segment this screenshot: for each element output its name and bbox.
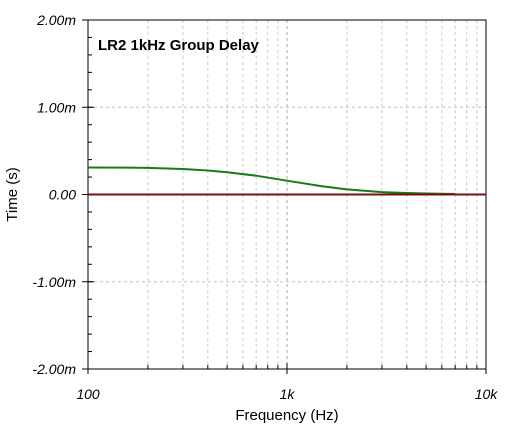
y-tick-label: 0.00 — [49, 187, 76, 203]
x-tick-label: 100 — [76, 386, 100, 402]
x-axis-title: Frequency (Hz) — [235, 407, 338, 424]
x-tick-label: 1k — [280, 386, 296, 402]
series-line — [87, 166, 456, 195]
y-tick-label: -2.00m — [32, 361, 76, 377]
x-tick-label: 10k — [475, 386, 499, 402]
y-tick-label: -1.00m — [32, 274, 76, 290]
y-axis-title: Time (s) — [4, 167, 21, 221]
tick-layer: 100 1k 10k 2.00m 1.00m 0.00 -1.00m -2.00m — [32, 12, 498, 402]
chart-title: LR2 1kHz Group Delay — [98, 37, 260, 54]
y-tick-label: 2.00m — [36, 12, 76, 28]
y-tick-label: 1.00m — [37, 99, 76, 115]
series-layer — [87, 166, 486, 196]
